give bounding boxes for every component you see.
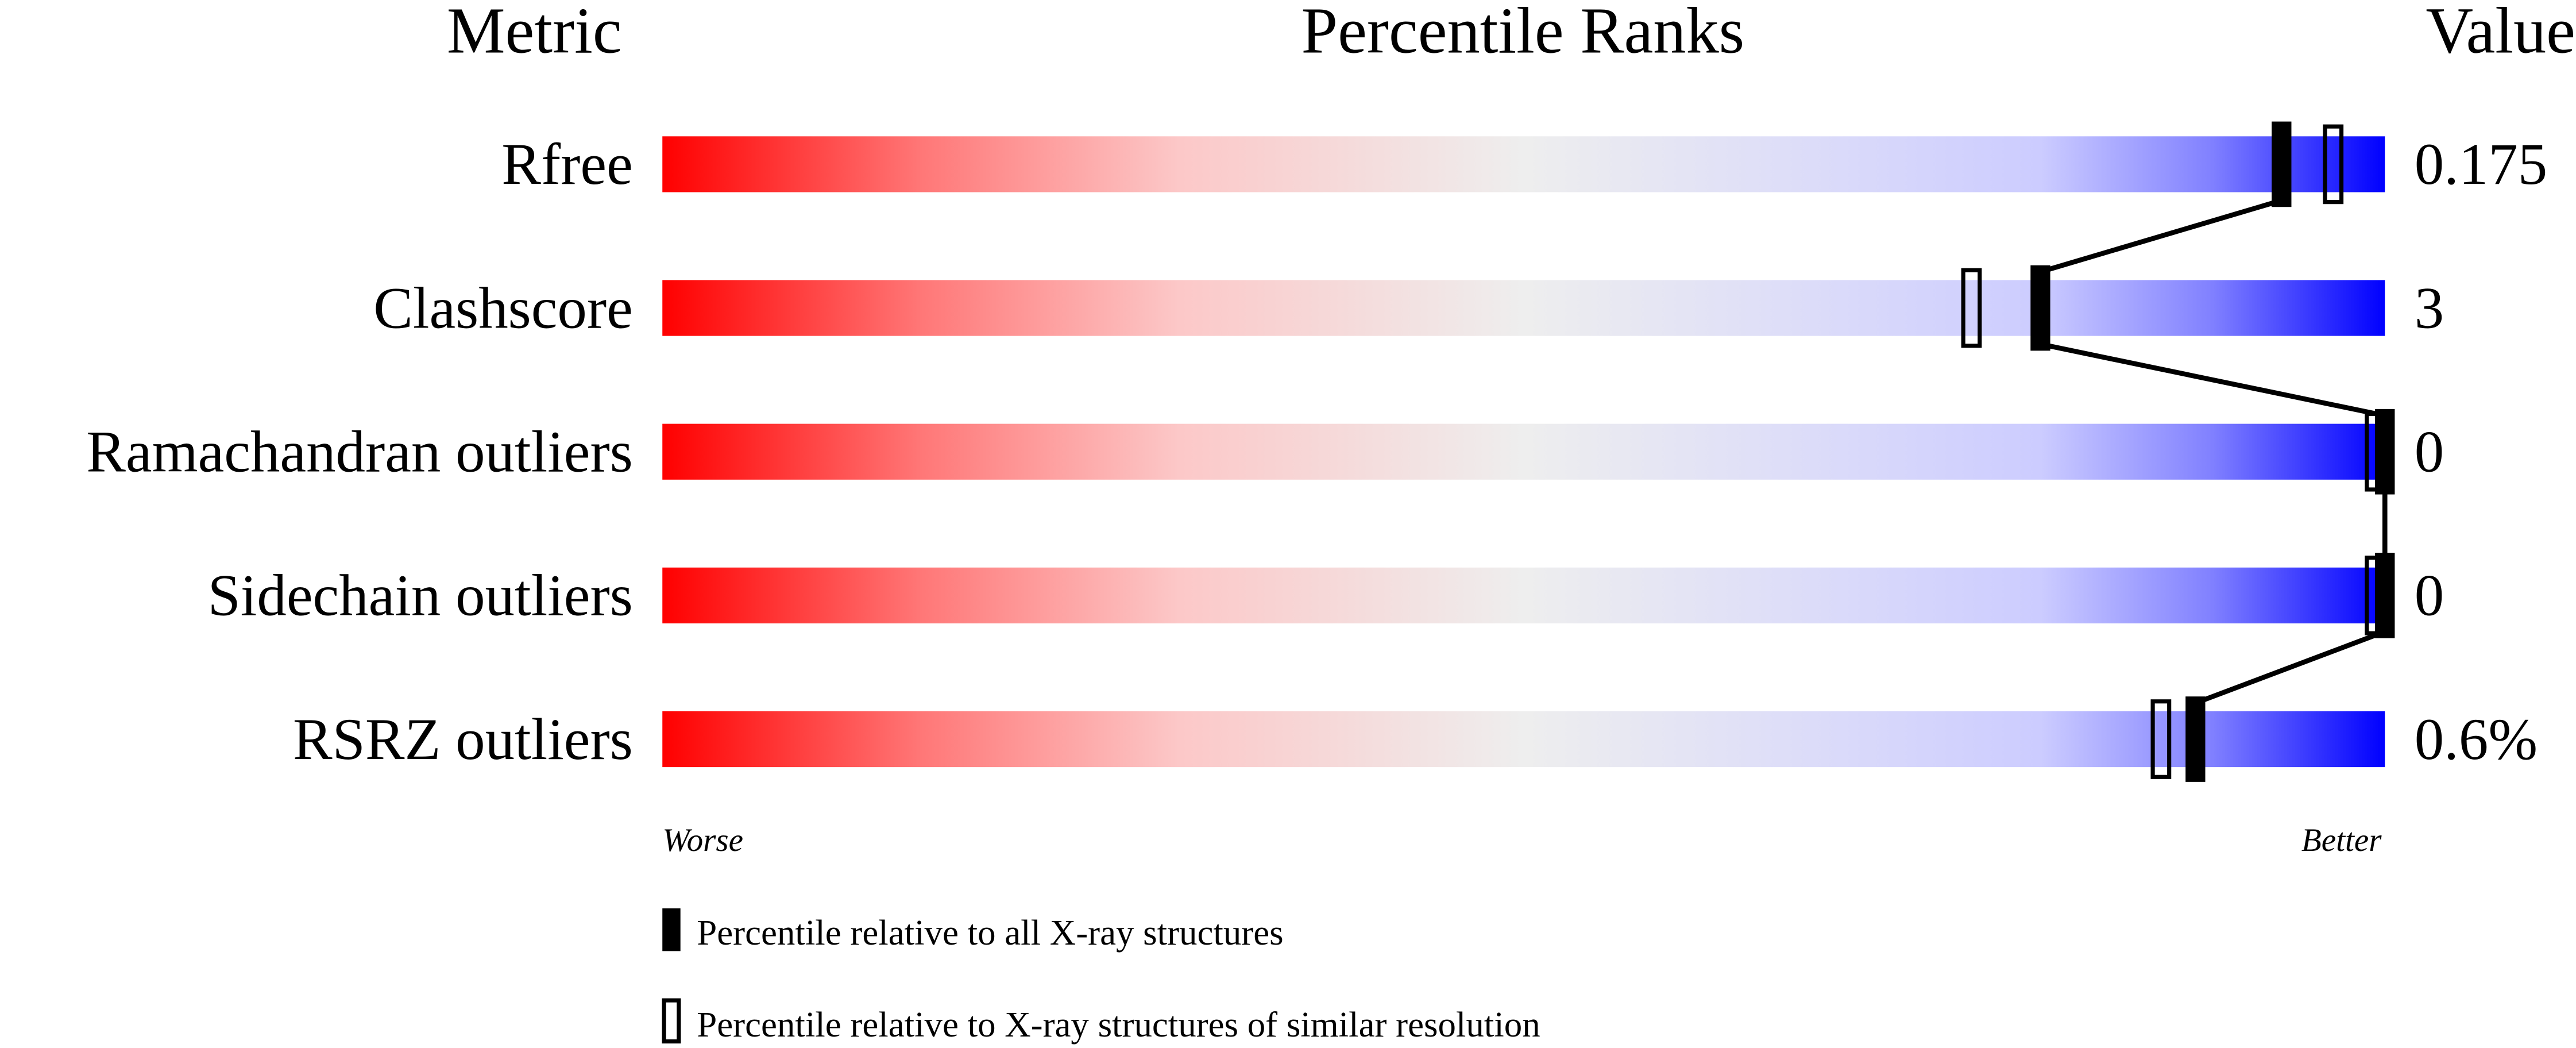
header-percentile: Percentile Ranks	[1301, 0, 1745, 67]
legend-open-marker-icon	[662, 998, 681, 1044]
metric-value: 0.6%	[2415, 707, 2538, 772]
similar-resolution-marker	[2323, 124, 2344, 205]
all-structures-marker	[2375, 553, 2395, 638]
metric-value: 3	[2415, 275, 2444, 341]
all-structures-marker	[2030, 265, 2050, 351]
connector-line	[2040, 198, 2283, 275]
metric-label: Sidechain outliers	[208, 563, 633, 629]
legend-filled-label: Percentile relative to all X-ray structu…	[697, 912, 1283, 953]
connector-line	[2194, 629, 2386, 706]
metric-label: Ramachandran outliers	[86, 419, 633, 485]
header-value: Value	[2426, 0, 2575, 67]
better-label: Better	[2301, 822, 2382, 858]
legend-filled-marker-icon	[662, 908, 681, 951]
metric-value: 0	[2415, 563, 2444, 629]
similar-resolution-marker	[2150, 699, 2172, 779]
percentile-bar	[662, 567, 2385, 623]
metric-value: 0	[2415, 419, 2444, 485]
all-structures-marker	[2272, 121, 2292, 207]
percentile-bar	[662, 136, 2385, 192]
connector-line	[2040, 341, 2386, 418]
worse-label: Worse	[662, 822, 743, 858]
percentile-bar	[662, 280, 2385, 336]
percentile-bar	[662, 711, 2385, 768]
legend-open-label: Percentile relative to X-ray structures …	[697, 1004, 1540, 1045]
metric-value: 0.175	[2415, 132, 2548, 197]
all-structures-marker	[2185, 696, 2206, 782]
percentile-bar	[662, 423, 2385, 480]
metric-label: Clashscore	[373, 275, 633, 341]
all-structures-marker	[2375, 409, 2395, 495]
metric-label: Rfree	[501, 132, 633, 197]
similar-resolution-marker	[1961, 268, 1982, 348]
header-metric: Metric	[447, 0, 622, 67]
metric-label: RSRZ outliers	[293, 707, 633, 772]
